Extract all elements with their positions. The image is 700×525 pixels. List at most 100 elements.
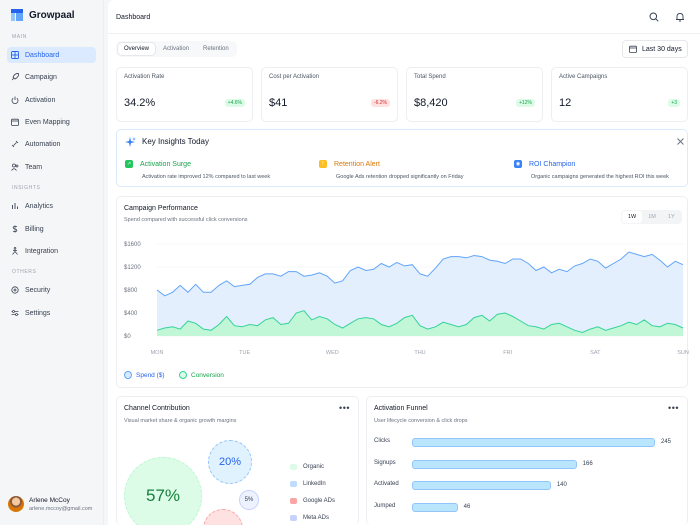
sidebar-item-settings[interactable]: Settings <box>7 305 96 321</box>
sliders-icon <box>11 310 19 316</box>
funnel-stage-label: Jumped <box>374 502 396 509</box>
sidebar-item-automation[interactable]: Automation <box>7 136 96 152</box>
legend-label: Meta ADs <box>303 515 330 521</box>
breadcrumb: Dashboard <box>116 14 151 21</box>
legend-label: LinkedIn <box>303 481 326 487</box>
funnel-bar <box>412 438 655 447</box>
kpi-title: Cost per Activation <box>269 74 320 80</box>
sidebar-item-activation[interactable]: Activation <box>7 92 96 108</box>
funnel-value: 140 <box>556 482 567 488</box>
legend-item-google-ads: Google ADs <box>290 498 335 504</box>
funnel-bar <box>412 481 551 490</box>
y-tick-label: $400 <box>124 311 138 317</box>
sidebar-item-integration[interactable]: Integration <box>7 243 96 259</box>
legend-swatch <box>290 464 297 470</box>
logo-icon <box>11 9 23 21</box>
section-label-insights: INSIGHTS <box>12 185 41 191</box>
legend-item-meta-ads: Meta ADs <box>290 515 329 521</box>
bubble-organic[interactable]: 57% <box>124 457 202 525</box>
channel-contribution-card: Channel Contribution Visual market share… <box>116 396 359 525</box>
sidebar-item-team[interactable]: Team <box>7 159 96 175</box>
insight-title: ROI Champion <box>529 160 576 168</box>
sidebar-item-label: Even Mapping <box>25 118 70 126</box>
funnel-row[interactable]: Jumped 46 <box>374 501 674 513</box>
legend-conversion[interactable]: Conversion <box>179 371 224 379</box>
sidebar-item-billing[interactable]: Billing <box>7 221 96 237</box>
date-range-label: Last 30 days <box>642 45 682 53</box>
kpi-title: Total Spend <box>414 74 446 80</box>
more-options-icon[interactable]: ••• <box>668 403 679 413</box>
tab-activation[interactable]: Activation <box>163 46 190 52</box>
sidebar-item-label: Integration <box>25 247 59 255</box>
bubble-google-ads[interactable] <box>203 509 243 525</box>
performance-chart: $1600 $1200 $800 $400 $0 MON TUE WED THU FRI SAT SU… <box>124 242 689 356</box>
tab-retention[interactable]: Retention <box>203 46 229 52</box>
funnel-stage-label: Clicks <box>374 438 390 444</box>
legend-item-organic: Organic <box>290 464 324 470</box>
funnel-row[interactable]: Activated 140 <box>374 479 674 491</box>
chart-subtitle: Spend compared with successful click con… <box>124 217 248 223</box>
insight-roi-champion: ◉ ROI Champion Organic campaigns generate… <box>514 160 669 180</box>
close-icon[interactable] <box>677 138 684 145</box>
kpi-value: $8,420 <box>414 97 448 109</box>
user-profile[interactable]: Arlene McCoy arlene.mccoy@gmail.com <box>8 496 92 512</box>
funnel-row[interactable]: Clicks 245 <box>374 436 674 448</box>
series-area-spend- <box>157 252 683 336</box>
kpi-card-activation-rate: Activation Rate 34.2% +4.6% <box>116 67 253 122</box>
y-tick-label: $1200 <box>124 265 141 271</box>
insights-title: Key Insights Today <box>142 137 210 146</box>
sparkle-icon <box>125 137 136 147</box>
x-tick-label: SUN <box>677 350 689 356</box>
insight-desc: Organic campaigns generated the highest … <box>531 174 669 180</box>
section-label-main: MAIN <box>12 34 27 40</box>
sidebar-item-security[interactable]: Security <box>7 282 96 298</box>
tab-overview[interactable]: Overview <box>118 43 156 55</box>
legend-spend[interactable]: Spend ($) <box>124 371 165 379</box>
bubble-meta-ads[interactable]: 5% <box>239 490 259 510</box>
search-icon[interactable] <box>649 12 659 22</box>
range-option-1y[interactable]: 1Y <box>667 214 675 220</box>
x-tick-label: WED <box>326 350 339 356</box>
sidebar-item-analytics[interactable]: Analytics <box>7 198 96 214</box>
sidebar-item-dashboard[interactable]: Dashboard <box>7 47 96 63</box>
dollar-icon <box>12 225 18 233</box>
insight-desc: Activation rate improved 12% compared to… <box>142 174 271 180</box>
legend-label: Spend ($) <box>136 371 165 379</box>
kpi-card-active-campaigns: Active Campaigns 12 +3 <box>551 67 688 122</box>
series-line-conversion <box>156 310 684 334</box>
logo[interactable]: Growpaal <box>11 9 75 21</box>
sidebar-item-even-mapping[interactable]: Even Mapping <box>7 114 96 130</box>
trend-up-icon: ↗ <box>125 160 133 168</box>
kpi-value: $41 <box>269 97 288 109</box>
legend-swatch <box>124 371 132 379</box>
kpi-card-total-spend: Total Spend $8,420 +12% <box>406 67 543 122</box>
kpi-delta-badge: +12% <box>516 99 535 107</box>
bubble-linkedin[interactable]: 20% <box>208 440 252 484</box>
kpi-delta-badge: +4.6% <box>224 99 245 107</box>
insight-title: Activation Surge <box>140 160 191 168</box>
funnel-row[interactable]: Signups 166 <box>374 458 674 470</box>
user-name: Arlene McCoy <box>29 496 70 504</box>
range-option-1m[interactable]: 1M <box>648 214 656 220</box>
insight-title: Retention Alert <box>334 160 380 168</box>
power-icon <box>11 96 19 104</box>
kpi-delta-badge: -6.2% <box>370 99 390 107</box>
sidebar-item-label: Campaign <box>25 73 57 81</box>
range-option-1w[interactable]: 1W <box>622 211 643 223</box>
more-options-icon[interactable]: ••• <box>339 403 350 413</box>
alert-icon: ! <box>319 160 327 168</box>
x-tick-label: FRI <box>503 350 512 356</box>
target-icon: ◉ <box>514 160 522 168</box>
series-area-conversion <box>157 310 683 336</box>
sidebar-item-label: Dashboard <box>25 51 60 59</box>
legend-label: Conversion <box>191 371 224 379</box>
date-range-button[interactable]: Last 30 days <box>622 40 688 58</box>
shield-icon <box>11 286 19 294</box>
top-bar: Dashboard <box>108 0 700 34</box>
sidebar-item-label: Security <box>25 286 51 294</box>
sidebar-item-campaign[interactable]: Campaign <box>7 69 96 85</box>
kpi-title: Active Campaigns <box>559 74 608 80</box>
sidebar-item-label: Team <box>25 163 43 171</box>
bell-icon[interactable] <box>675 12 685 22</box>
sidebar-item-label: Analytics <box>25 202 54 210</box>
